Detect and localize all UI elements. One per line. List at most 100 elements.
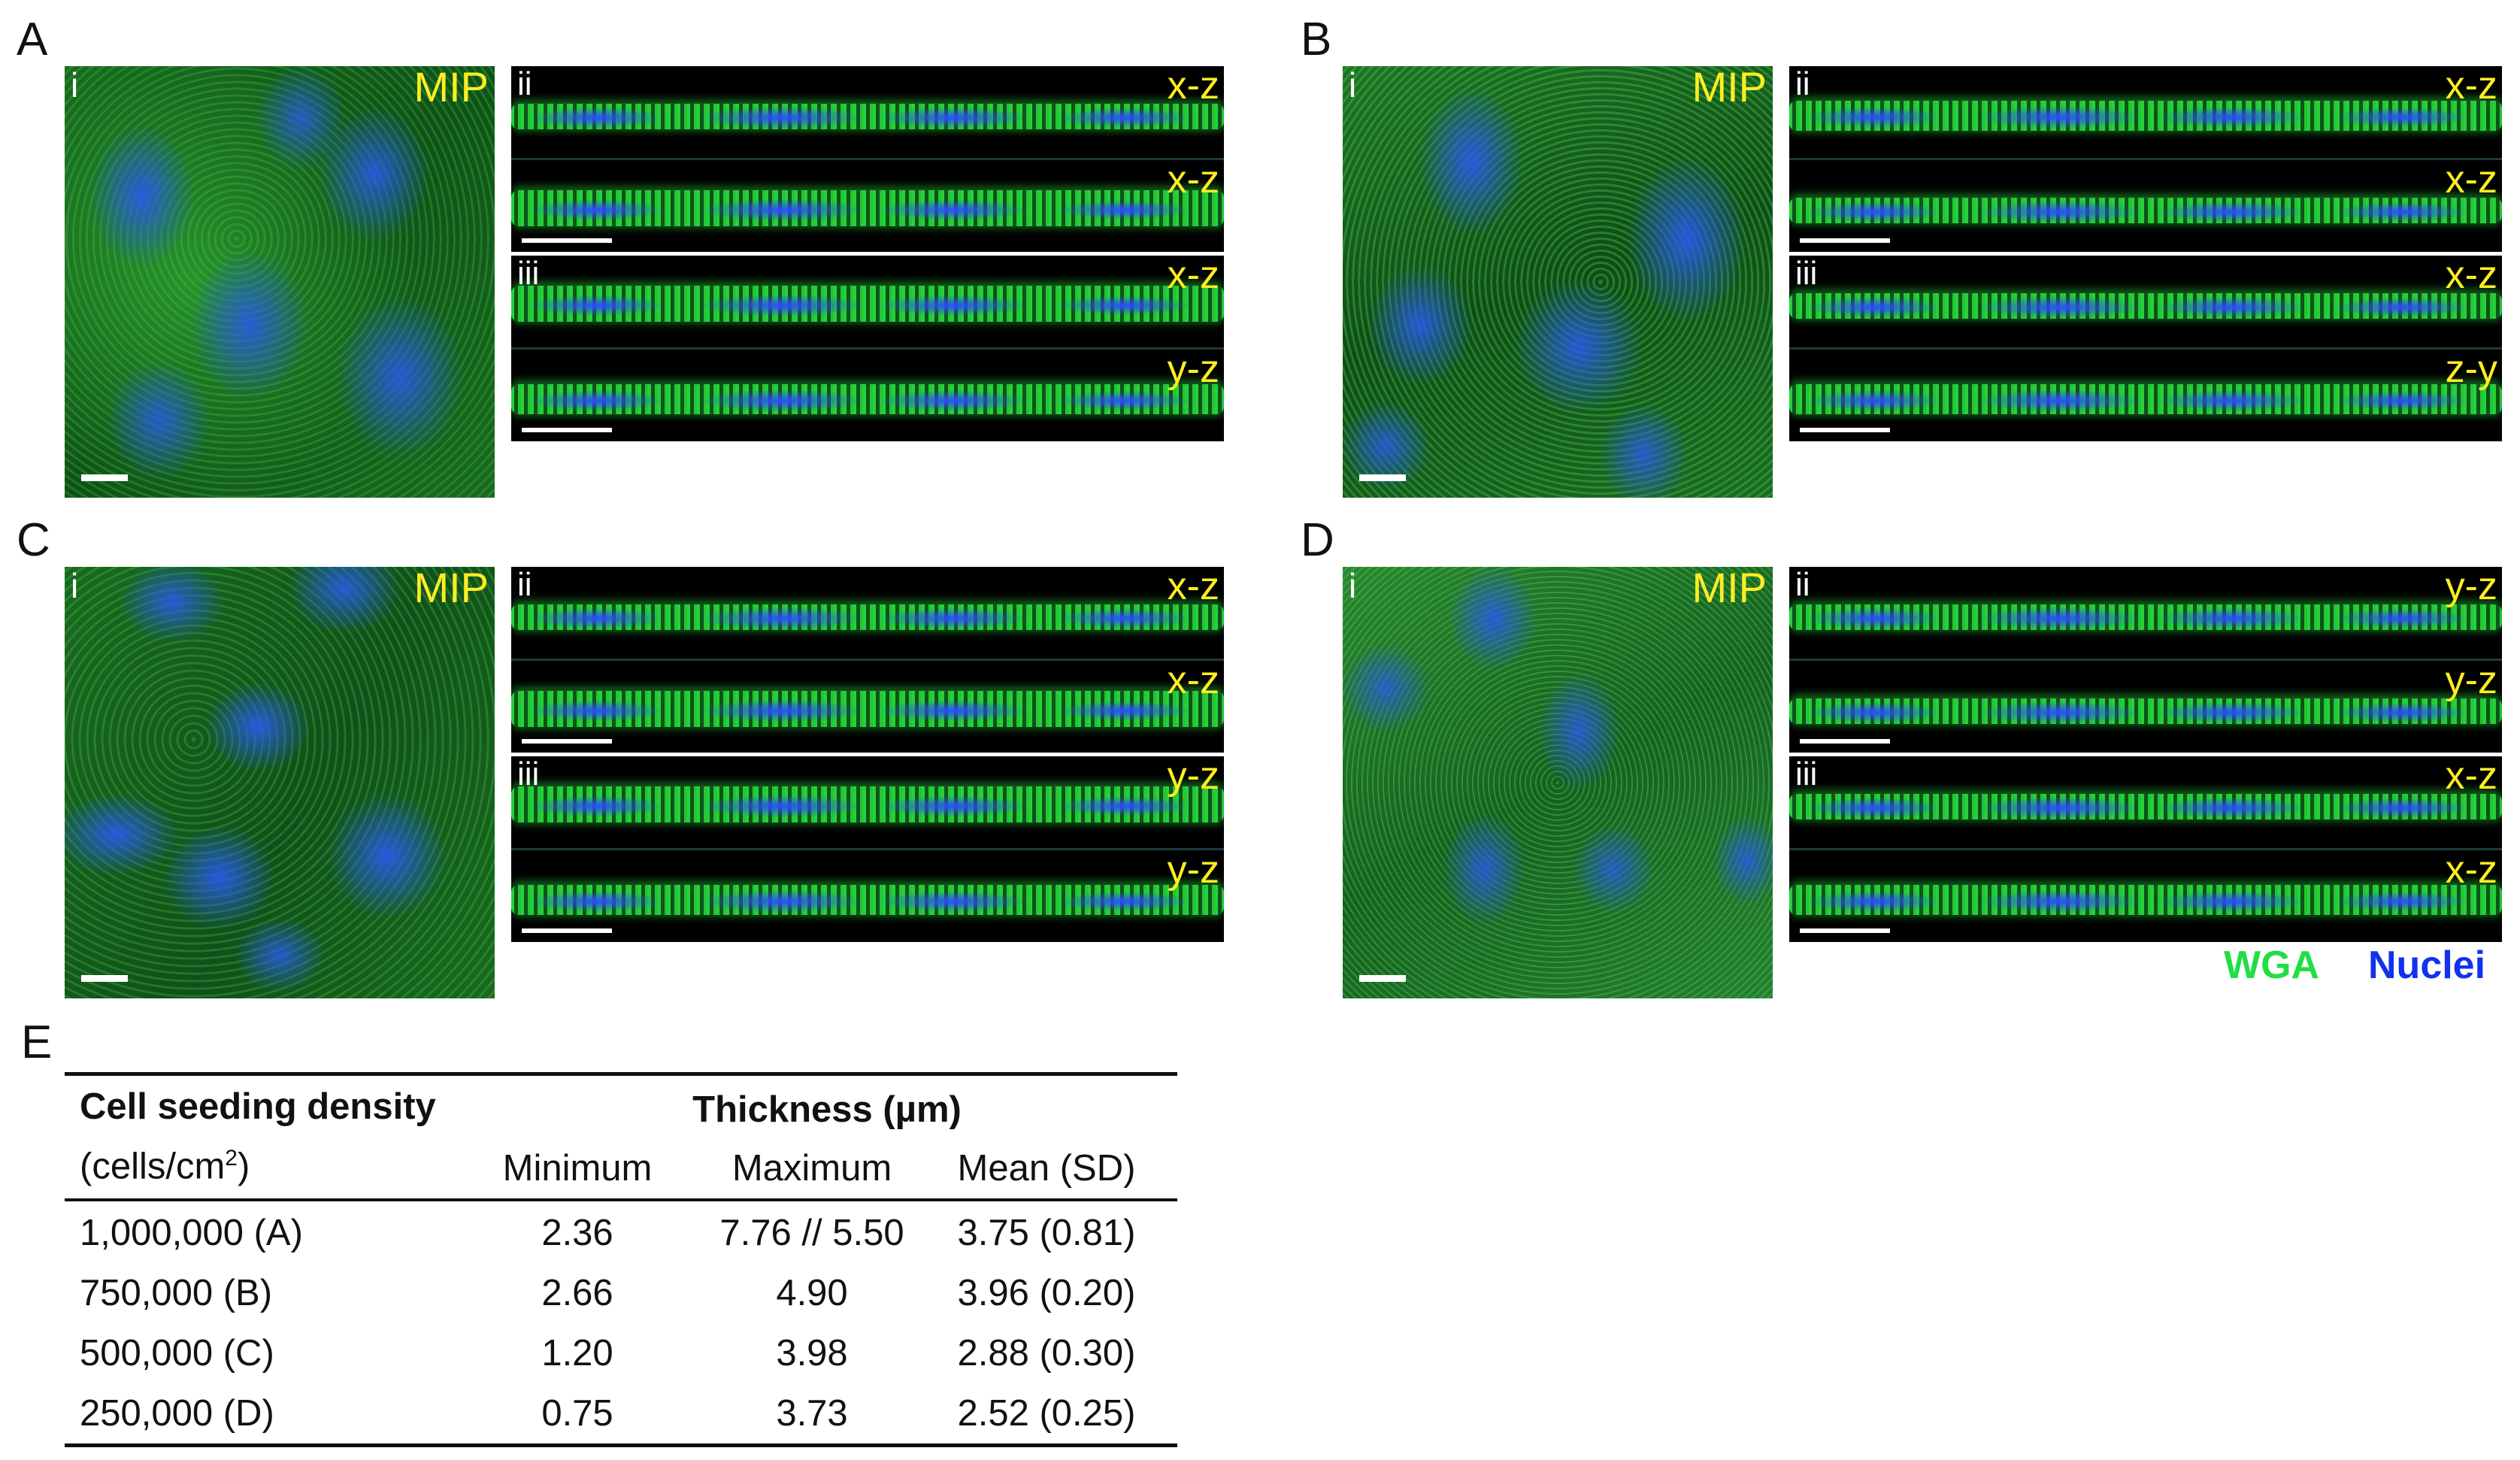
panel-c-ii-strip-1: ii x-z xyxy=(511,567,1224,659)
panel-letter-e: E xyxy=(21,1016,53,1068)
panel-b-ii-cross-sections: ii x-z x-z xyxy=(1789,66,2502,252)
panel-a-ii-cross-sections: ii x-z x-z xyxy=(511,66,1224,252)
cross-section-band xyxy=(511,691,1224,727)
cross-section-band xyxy=(511,286,1224,322)
cross-section-band xyxy=(1789,604,2502,630)
panel-letter-a: A xyxy=(17,14,48,65)
panel-b-scale-bar xyxy=(1359,474,1406,481)
panel-a-ii-strip-2: x-z xyxy=(511,160,1224,252)
row-2-mean: 3.96 (0.20) xyxy=(957,1273,1136,1313)
panel-b-roman-iii: iii xyxy=(1795,256,1818,292)
panel-a-iii-cross-sections: iii x-z y-z xyxy=(511,256,1224,441)
cross-section-band xyxy=(511,604,1224,630)
panel-c-scale-bar xyxy=(81,975,128,982)
strip-plane-label: x-z xyxy=(2445,850,2497,892)
header-units: (cells/cm2) xyxy=(80,1147,250,1185)
panel-d-mip-image: i MIP xyxy=(1343,567,1773,998)
row-4-mean: 2.52 (0.25) xyxy=(957,1393,1136,1434)
row-4-max: 3.73 xyxy=(776,1393,848,1434)
panel-d-ii-strip-1: ii y-z xyxy=(1789,567,2502,659)
header-units-sup: 2 xyxy=(225,1146,238,1171)
strip-scale-bar xyxy=(522,739,612,744)
panel-c-roman-ii: ii xyxy=(517,567,532,603)
header-thickness: Thickness (µm) xyxy=(692,1089,962,1130)
cross-section-band xyxy=(511,384,1224,414)
row-4-min: 0.75 xyxy=(541,1393,613,1434)
strip-divider xyxy=(511,158,1224,160)
row-3-mean: 2.88 (0.30) xyxy=(957,1333,1136,1374)
panel-d-roman-i: i xyxy=(1349,567,1357,605)
strip-plane-label: x-z xyxy=(1167,66,1219,108)
strip-plane-label: x-z xyxy=(2445,256,2497,297)
strip-plane-label: y-z xyxy=(1167,350,1219,391)
cross-section-band xyxy=(1789,198,2502,223)
cross-section-band xyxy=(1789,698,2502,724)
strip-scale-bar xyxy=(522,238,612,243)
cross-section-band xyxy=(511,190,1224,226)
row-2-density: 750,000 (B) xyxy=(80,1273,273,1313)
strip-plane-label: x-z xyxy=(1167,567,1219,608)
row-2-min: 2.66 xyxy=(541,1273,613,1313)
panel-letter-d: D xyxy=(1301,514,1334,566)
row-1-density: 1,000,000 (A) xyxy=(80,1213,303,1253)
legend-nuclei: Nuclei xyxy=(2368,944,2486,987)
strip-divider xyxy=(511,347,1224,350)
panel-a-mip-label: MIP xyxy=(413,66,489,111)
strip-plane-label: y-z xyxy=(2445,567,2497,608)
panel-d-iii-cross-sections: iii x-z x-z xyxy=(1789,756,2502,942)
panel-b-mip-image: i MIP xyxy=(1343,66,1773,498)
strip-scale-bar xyxy=(1800,428,1890,432)
cross-section-band xyxy=(1789,384,2502,414)
strip-scale-bar xyxy=(1800,238,1890,243)
strip-plane-label: x-z xyxy=(1167,160,1219,201)
panel-letter-b: B xyxy=(1301,14,1332,65)
strip-scale-bar xyxy=(522,428,612,432)
strip-divider xyxy=(1789,659,2502,661)
panel-d-ii-strip-2: y-z xyxy=(1789,661,2502,753)
panel-b-iii-cross-sections: iii x-z z-y xyxy=(1789,256,2502,441)
panel-c-iii-cross-sections: iii y-z y-z xyxy=(511,756,1224,942)
row-2-max: 4.90 xyxy=(776,1273,848,1313)
panel-d-mip-label: MIP xyxy=(1692,567,1767,611)
panel-a-roman-iii: iii xyxy=(517,256,540,292)
panel-c-roman-i: i xyxy=(71,567,79,605)
panel-d-roman-iii: iii xyxy=(1795,756,1818,792)
panel-c-mip-label: MIP xyxy=(413,567,489,611)
strip-plane-label: x-z xyxy=(1167,256,1219,297)
cross-section-band xyxy=(511,786,1224,822)
panel-a-mip-image: i MIP xyxy=(65,66,495,498)
cross-section-band xyxy=(1789,885,2502,915)
strip-divider xyxy=(1789,848,2502,850)
cross-section-band xyxy=(1789,293,2502,319)
panel-d-iii-strip-1: iii x-z xyxy=(1789,756,2502,848)
panel-b-iii-strip-2: z-y xyxy=(1789,350,2502,441)
row-3-density: 500,000 (C) xyxy=(80,1333,274,1374)
panel-c-iii-strip-2: y-z xyxy=(511,850,1224,942)
header-units-end: ) xyxy=(237,1146,250,1187)
panel-a-iii-strip-2: y-z xyxy=(511,350,1224,441)
panel-c-ii-cross-sections: ii x-z x-z xyxy=(511,567,1224,753)
panel-d-ii-cross-sections: ii y-z y-z xyxy=(1789,567,2502,753)
cross-section-band xyxy=(511,104,1224,129)
panel-b-iii-strip-1: iii x-z xyxy=(1789,256,2502,347)
strip-plane-label: x-z xyxy=(1167,661,1219,702)
strip-plane-label: x-z xyxy=(2445,66,2497,108)
panel-b-roman-ii: ii xyxy=(1795,66,1810,102)
strip-divider xyxy=(1789,158,2502,160)
panel-b-ii-strip-2: x-z xyxy=(1789,160,2502,252)
panel-c-ii-strip-2: x-z xyxy=(511,661,1224,753)
row-3-min: 1.20 xyxy=(541,1333,613,1374)
legend-wga: WGA xyxy=(2224,944,2320,987)
header-mean: Mean (SD) xyxy=(957,1148,1136,1189)
panel-c-mip-image: i MIP xyxy=(65,567,495,998)
strip-plane-label: y-z xyxy=(1167,756,1219,798)
strip-plane-label: y-z xyxy=(2445,661,2497,702)
row-1-mean: 3.75 (0.81) xyxy=(957,1213,1136,1253)
header-units-text: (cells/cm xyxy=(80,1146,226,1187)
table-bottom-rule xyxy=(65,1443,1177,1447)
cross-section-band xyxy=(511,885,1224,915)
panel-c-roman-iii: iii xyxy=(517,756,540,792)
strip-plane-label: x-z xyxy=(2445,756,2497,798)
cross-section-band xyxy=(1789,101,2502,131)
strip-divider xyxy=(1789,347,2502,350)
